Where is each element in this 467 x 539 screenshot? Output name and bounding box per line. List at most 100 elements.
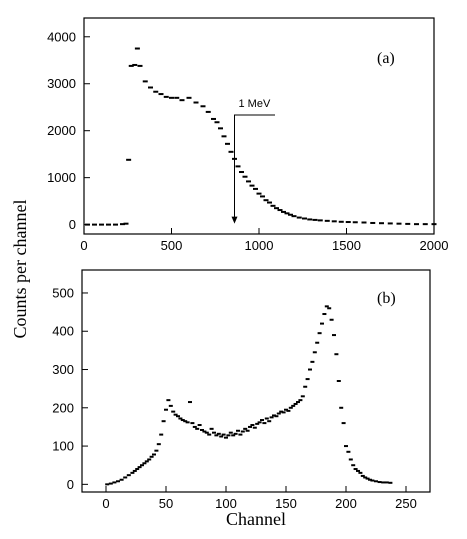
panel-b-data-point bbox=[339, 406, 344, 409]
panel-b-data-point bbox=[320, 322, 324, 325]
panel-b-data-point bbox=[159, 433, 164, 436]
panel-a-data-point bbox=[361, 221, 367, 224]
panel-a-data-point bbox=[396, 222, 402, 225]
panel-b-data-point bbox=[126, 474, 131, 477]
panel-b-data-point bbox=[308, 368, 312, 371]
panel-b-ticks: 0 50 100 150 200 250 0 100 200 300 400 500 bbox=[52, 285, 417, 511]
panel-b-data-point bbox=[171, 410, 176, 413]
panel-a-data-point bbox=[270, 204, 276, 207]
panel-b-data-point bbox=[176, 415, 180, 418]
panel-b-frame bbox=[81, 269, 431, 493]
panel-b-data-point bbox=[322, 313, 327, 316]
panel-b-data-point bbox=[341, 422, 346, 425]
panel-a-data-point bbox=[137, 64, 143, 67]
panel-a: (a) 0 500 1000 1500 2000 0 1000 2000 3000 4000 1 … bbox=[47, 17, 448, 253]
panel-b-data-point bbox=[154, 449, 159, 452]
panel-a-data-point bbox=[239, 171, 244, 174]
panel-a-data-point bbox=[132, 63, 138, 66]
panel-b-data-point bbox=[300, 395, 305, 398]
panel-b-data-point bbox=[137, 466, 142, 469]
panel-a-data-point bbox=[256, 192, 262, 195]
panel-a-data-point bbox=[126, 158, 132, 161]
panel-b-data-point bbox=[178, 417, 183, 420]
panel-a-data-point bbox=[134, 47, 140, 50]
panel-b-data-point bbox=[188, 401, 192, 404]
panel-b-data-point bbox=[202, 430, 207, 433]
panel-a-y-tick-label: 1000 bbox=[47, 170, 76, 185]
panel-a-data-point bbox=[225, 142, 230, 145]
panel-b-data-point bbox=[264, 417, 269, 420]
panel-b-data-point bbox=[312, 351, 317, 354]
panel-b-data-point bbox=[173, 413, 178, 416]
panel-b-data-point bbox=[284, 408, 288, 411]
panel-b-data-point bbox=[132, 469, 137, 472]
panel-b-label: (b) bbox=[377, 290, 396, 307]
panel-b-x-tick-label: 250 bbox=[395, 496, 417, 511]
panel-b-y-tick-label: 200 bbox=[52, 400, 74, 415]
panel-a-data-point bbox=[246, 180, 251, 183]
panel-b-data-point bbox=[269, 416, 274, 419]
panel-b-x-tick-label: 0 bbox=[102, 496, 109, 511]
panel-b-data-point bbox=[156, 443, 161, 446]
panel-b-data-point bbox=[267, 420, 272, 423]
panel-b-points bbox=[105, 305, 393, 486]
panel-a-data-point bbox=[414, 223, 419, 226]
panel-b-data-point bbox=[200, 428, 204, 431]
panel-a-annotation: 1 MeV bbox=[231, 98, 275, 224]
panel-b-data-point bbox=[262, 422, 267, 425]
panel-b-data-point bbox=[255, 422, 260, 425]
panel-b-data-point bbox=[344, 445, 348, 448]
panel-a-x-tick-label: 500 bbox=[161, 238, 183, 253]
panel-a-data-point bbox=[317, 219, 323, 222]
panel-b-data-point bbox=[204, 431, 209, 434]
panel-a-data-point bbox=[169, 96, 174, 99]
panel-b-data-point bbox=[327, 307, 332, 310]
panel-b-data-point bbox=[197, 424, 202, 427]
panel-b-data-point bbox=[238, 433, 243, 436]
panel-a-data-point bbox=[120, 223, 125, 226]
panel-a-data-point bbox=[193, 101, 199, 104]
panel-b-data-point bbox=[226, 434, 231, 437]
panel-b-data-point bbox=[209, 427, 214, 430]
panel-b-data-point bbox=[161, 420, 166, 423]
panel-a-data-point bbox=[200, 105, 206, 108]
panel-a-data-point bbox=[249, 184, 255, 187]
panel-b-data-point bbox=[374, 480, 378, 483]
panel-b-data-point bbox=[305, 378, 310, 381]
panel-a-data-point bbox=[205, 110, 211, 113]
panel-b-data-point bbox=[105, 483, 110, 486]
panel-b-data-point bbox=[140, 464, 144, 467]
panel-b-data-point bbox=[298, 399, 303, 402]
panel-a-data-point bbox=[405, 222, 411, 225]
panel-b-data-point bbox=[233, 432, 238, 435]
panel-a-data-point bbox=[221, 135, 227, 138]
panel-b-data-point bbox=[324, 305, 329, 308]
panel-b-data-point bbox=[368, 478, 372, 481]
panel-b-data-point bbox=[332, 334, 336, 337]
panel-b-data-point bbox=[329, 318, 334, 321]
panel-b-data-point bbox=[192, 425, 197, 428]
panel-a-data-point bbox=[253, 187, 258, 190]
panel-b-data-point bbox=[207, 433, 212, 436]
panel-a-data-point bbox=[267, 201, 272, 204]
panel-b-data-point bbox=[348, 458, 353, 461]
panel-b-data-point bbox=[195, 427, 200, 430]
panel-a-y-tick-label: 3000 bbox=[47, 76, 76, 91]
panel-a-data-point bbox=[235, 165, 241, 168]
panel-a-data-point bbox=[85, 223, 90, 226]
panel-b-y-tick-label: 300 bbox=[52, 362, 74, 377]
panel-a-data-point bbox=[387, 222, 393, 225]
panel-a-data-point bbox=[92, 223, 97, 226]
panel-b-data-point bbox=[353, 468, 358, 471]
panel-a-data-point bbox=[113, 223, 118, 226]
panel-a-data-point bbox=[291, 215, 297, 218]
panel-a-x-tick-label: 0 bbox=[80, 238, 87, 253]
panel-b-data-point bbox=[228, 431, 233, 434]
panel-b-data-point bbox=[119, 478, 124, 481]
panel-b-x-tick-label: 150 bbox=[275, 496, 297, 511]
panel-b-y-tick-label: 0 bbox=[67, 477, 74, 492]
panel-a-data-point bbox=[331, 220, 337, 223]
panel-b-data-point bbox=[243, 427, 248, 430]
panel-b-data-point bbox=[296, 401, 300, 404]
